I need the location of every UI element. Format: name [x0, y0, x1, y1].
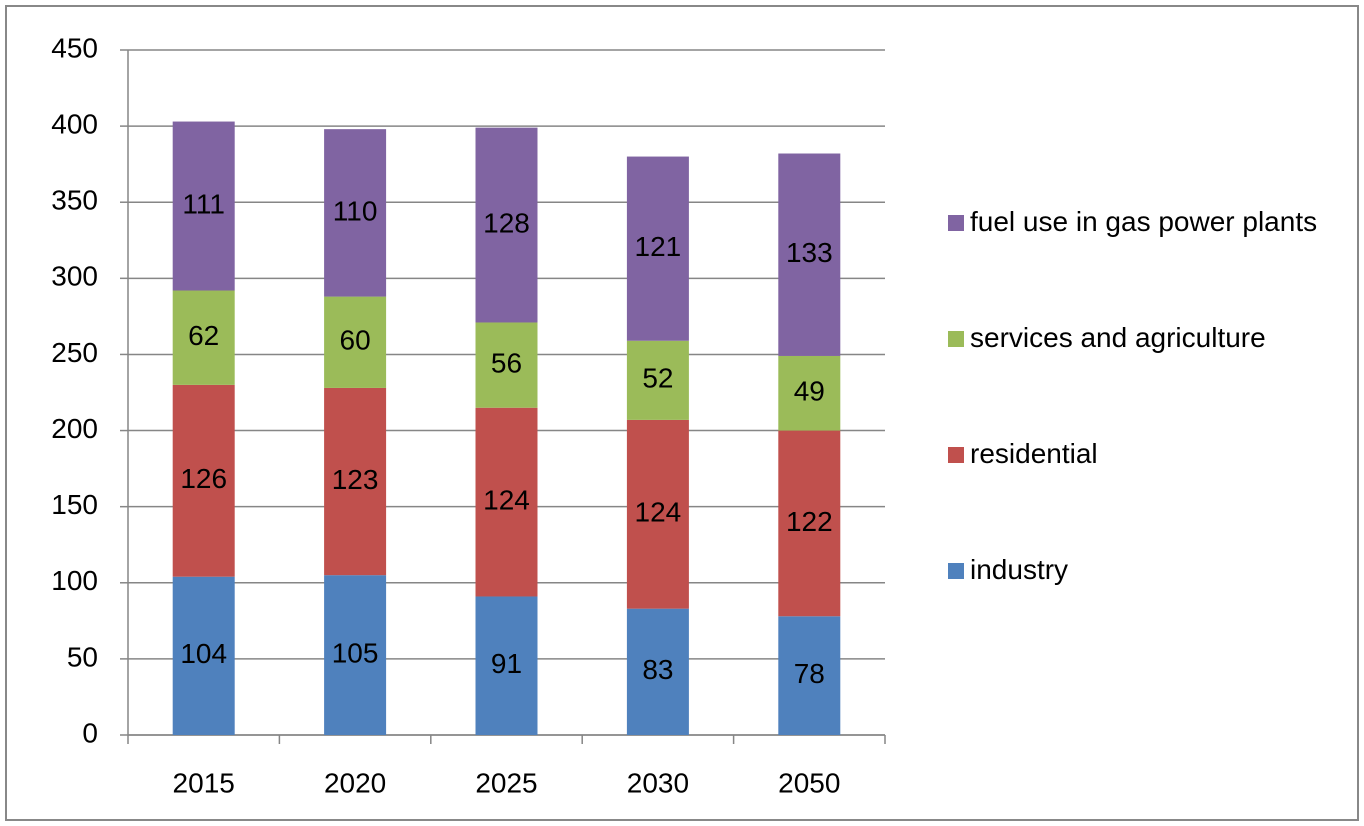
data-label: 126 [180, 463, 227, 494]
bar-segment [778, 430, 841, 617]
bar-segment [475, 596, 538, 735]
x-tick-label: 2050 [778, 767, 840, 798]
bar-segment [172, 384, 235, 577]
data-label: 83 [642, 654, 673, 685]
legend-item: residential [948, 437, 1338, 471]
data-label: 60 [340, 325, 371, 356]
x-tick-label: 2020 [324, 767, 386, 798]
bar-segment [172, 290, 235, 385]
y-tick-label: 450 [51, 32, 98, 63]
bar-segment [324, 129, 387, 297]
data-label: 111 [182, 188, 225, 219]
x-tick-label: 2030 [627, 767, 689, 798]
bar-segment [778, 355, 841, 431]
legend-swatch [948, 331, 964, 347]
y-tick-label: 200 [51, 413, 98, 444]
data-label: 52 [642, 363, 673, 394]
x-tick-label: 2015 [173, 767, 235, 798]
y-tick-label: 150 [51, 489, 98, 520]
data-label: 104 [180, 638, 227, 669]
data-label: 124 [635, 497, 682, 528]
legend-item: industry [948, 553, 1338, 587]
data-label: 62 [188, 320, 219, 351]
bar-segment [475, 407, 538, 597]
data-label: 105 [332, 637, 379, 668]
bar-segment [475, 322, 538, 408]
bar-segment [626, 156, 689, 341]
y-tick-label: 50 [67, 641, 98, 672]
legend-label: industry [970, 554, 1069, 585]
bar-segment [324, 575, 387, 735]
data-label: 91 [491, 648, 522, 679]
legend-swatch [948, 447, 964, 463]
x-tick-label: 2025 [475, 767, 537, 798]
bar-segment [324, 387, 387, 576]
bar-segment [475, 127, 538, 323]
y-tick-label: 0 [82, 717, 98, 748]
bar-segment [778, 616, 841, 735]
y-tick-label: 300 [51, 261, 98, 292]
data-label: 121 [635, 231, 682, 262]
bar-segment [626, 608, 689, 735]
data-label: 49 [794, 376, 825, 407]
legend-item: fuel use in gas power plants [948, 205, 1338, 239]
y-tick-label: 250 [51, 337, 98, 368]
data-label: 124 [483, 484, 530, 515]
bar-segment [626, 419, 689, 609]
data-label: 78 [794, 658, 825, 689]
data-label: 122 [786, 506, 833, 537]
legend-label: fuel use in gas power plants [970, 206, 1318, 237]
y-tick-label: 400 [51, 109, 98, 140]
data-label: 56 [491, 347, 522, 378]
bar-segment [172, 121, 235, 291]
bar-segment [172, 576, 235, 735]
legend-label: residential [970, 438, 1098, 469]
data-label: 110 [333, 195, 378, 226]
legend-item: services and agriculture [948, 321, 1338, 355]
data-label: 123 [332, 464, 379, 495]
data-label: 133 [786, 237, 833, 268]
bar-segment [626, 340, 689, 420]
data-label: 128 [483, 207, 530, 238]
bar-segment [778, 153, 841, 356]
legend-swatch [948, 215, 964, 231]
y-tick-label: 100 [51, 565, 98, 596]
legend-label: services and agriculture [970, 322, 1266, 353]
legend-swatch [948, 563, 964, 579]
y-tick-label: 350 [51, 185, 98, 216]
bar-segment [324, 296, 387, 388]
